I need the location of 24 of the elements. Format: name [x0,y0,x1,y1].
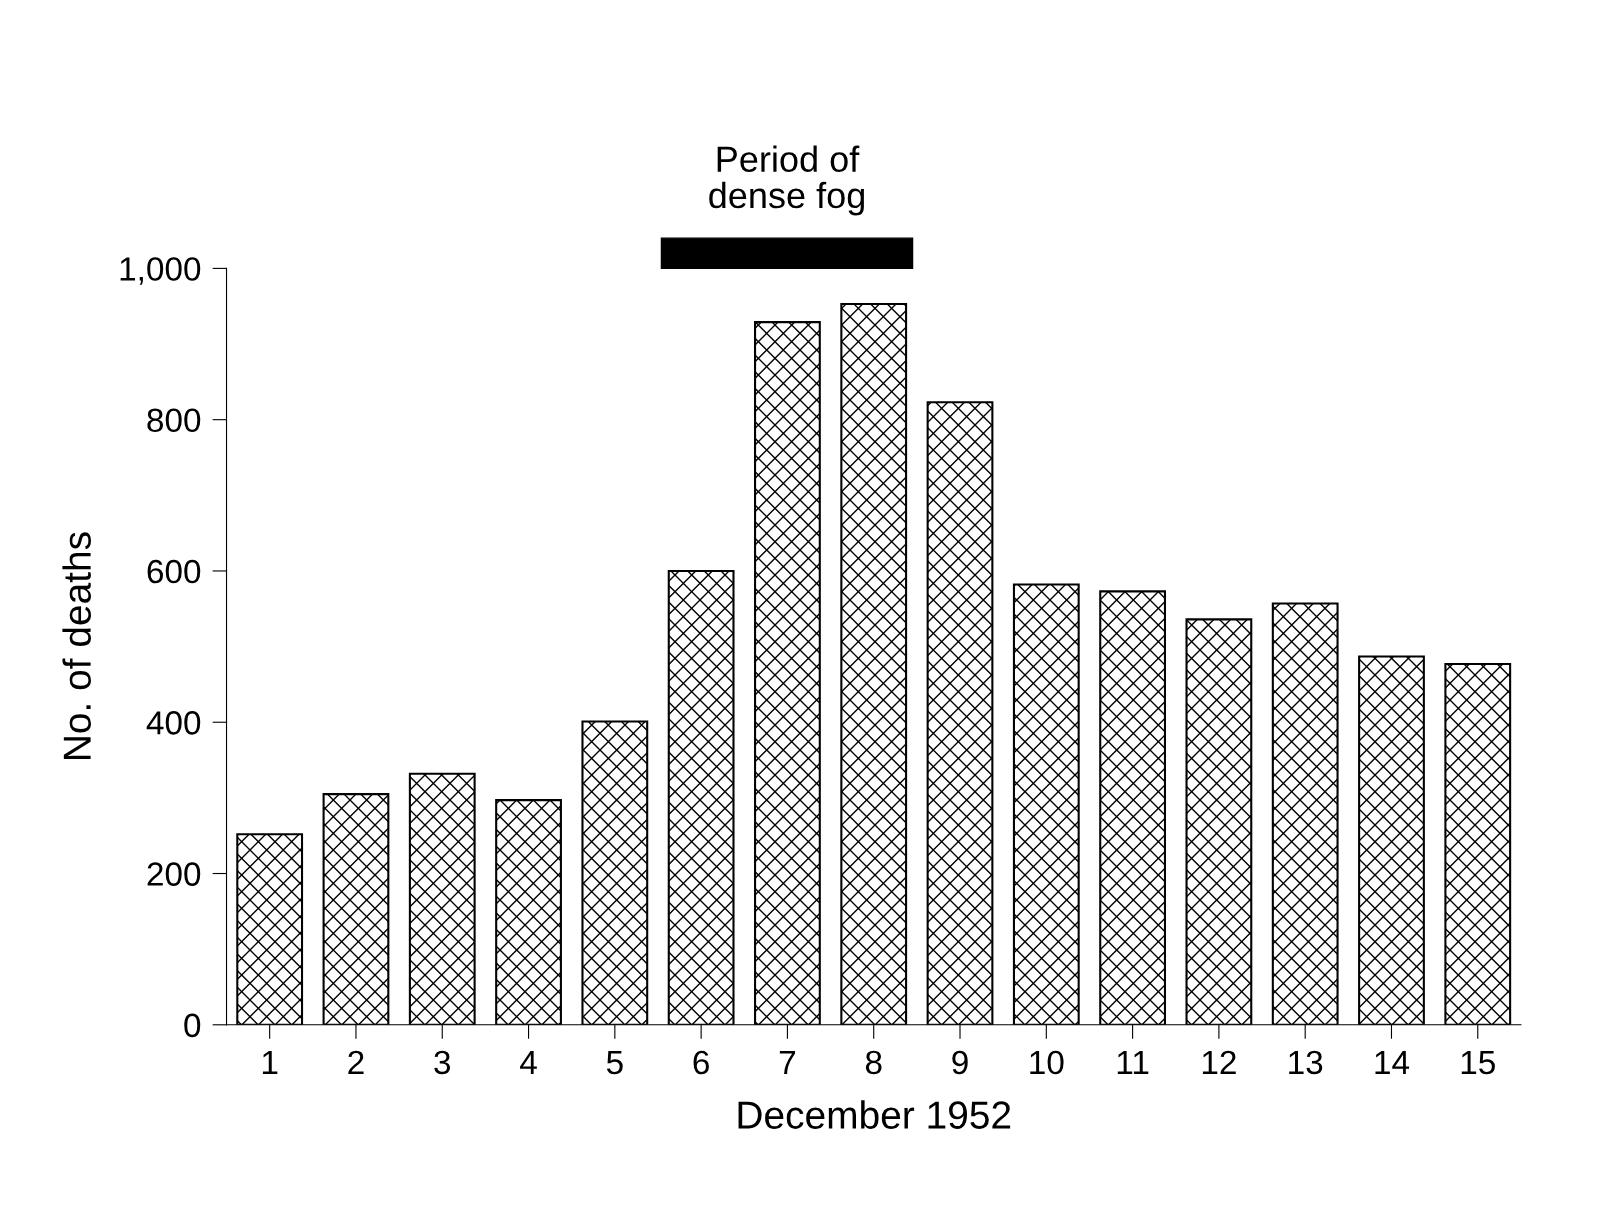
x-tick-label: 2 [348,1050,364,1074]
x-tick-label: 8 [865,1050,882,1075]
y-tick-label: 400 [146,711,201,735]
x-tick-label: 3 [434,1050,451,1075]
x-tick-label: 12 [1202,1050,1236,1074]
y-axis-title: No. of deaths [62,532,91,760]
text: Period of dense fog [709,145,864,216]
y-tick-label: 1,000 [120,257,201,285]
x-tick-label: 15 [1461,1051,1495,1075]
x-tick-label: 5 [606,1051,623,1075]
x-tick-label: 11 [1117,1051,1149,1074]
x-tick-label: 7 [779,1051,796,1074]
x-tick-label: 10 [1030,1050,1064,1075]
y-tick-label: 200 [147,862,201,886]
y-tick-label: 800 [147,408,201,433]
y-tick-label: 600 [147,559,201,584]
x-tick-label: 4 [520,1051,537,1074]
y-tick-label: 0 [184,1013,201,1038]
x-tick-label: 13 [1289,1050,1323,1075]
x-tick-label: 14 [1375,1051,1410,1074]
x-tick-label: 6 [693,1050,709,1075]
x-axis-title: December 1952 [738,1100,1011,1129]
x-tick-label: 9 [952,1050,968,1075]
x-tick-label: 1 [262,1051,278,1074]
